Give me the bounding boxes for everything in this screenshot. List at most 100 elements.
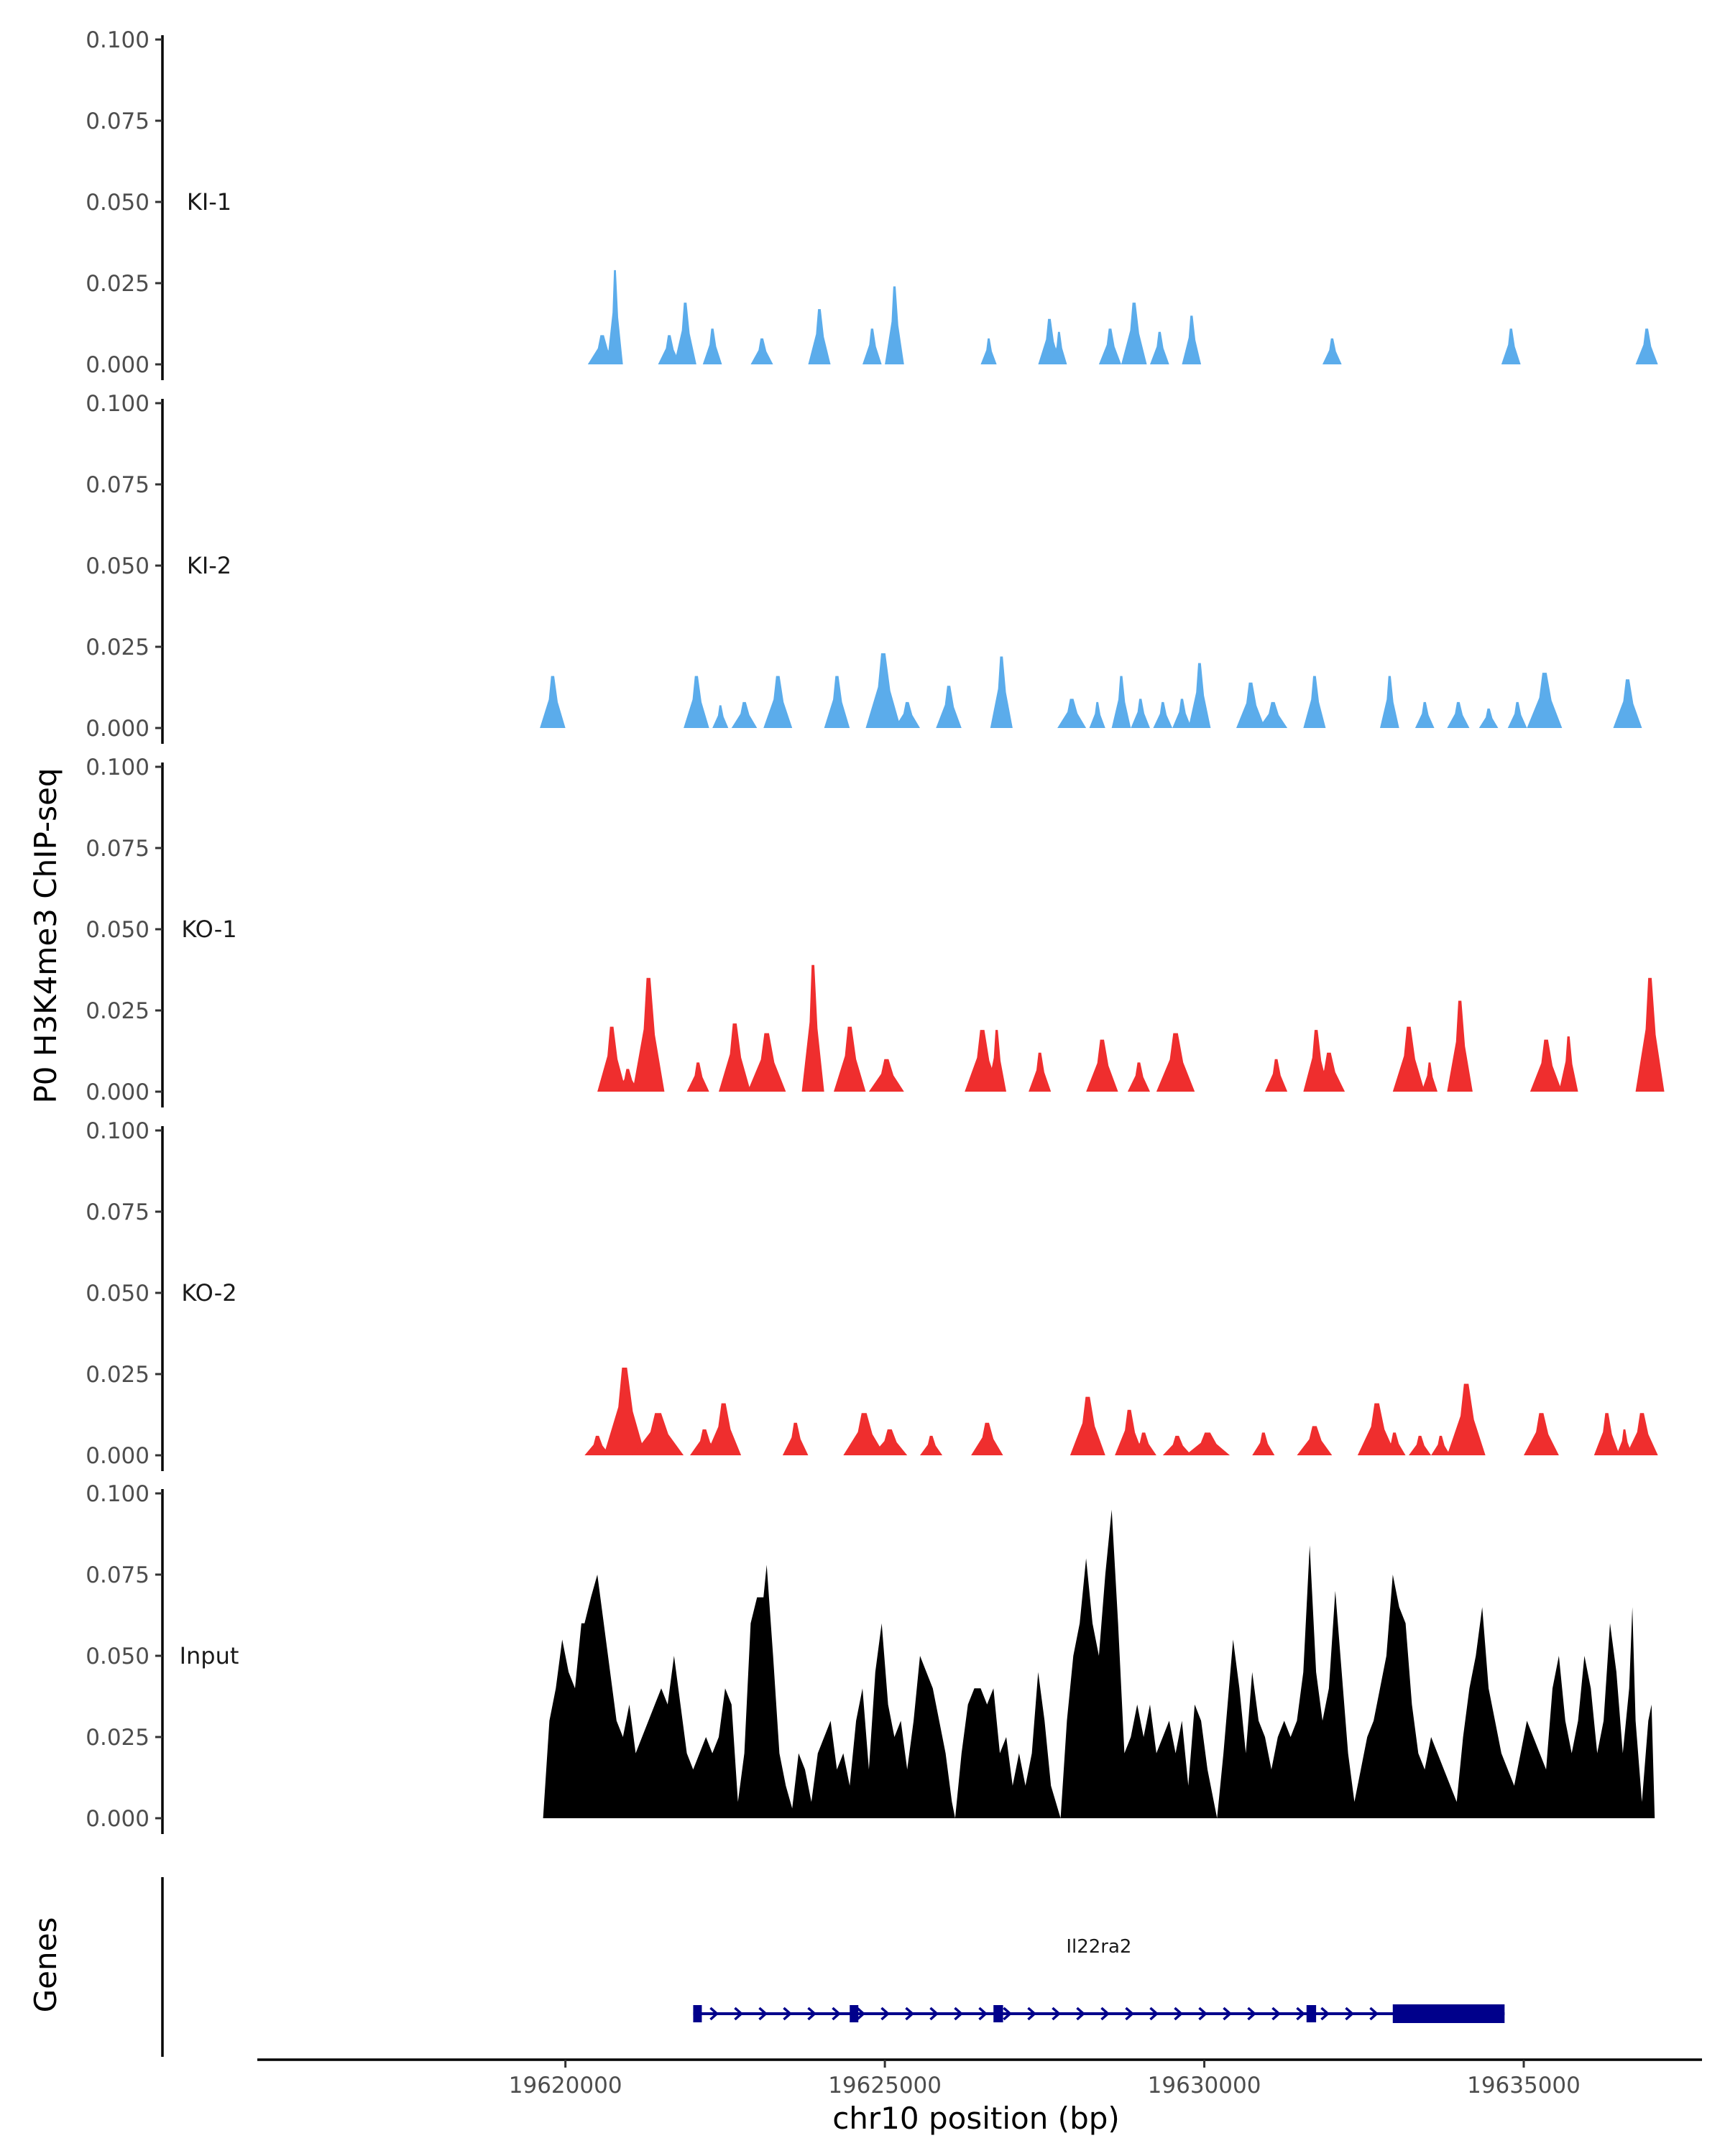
peak: [1409, 1435, 1432, 1455]
y-tick-label: 0.100: [86, 1481, 150, 1507]
peak: [1086, 1039, 1118, 1092]
peak: [1051, 331, 1067, 364]
peak: [1252, 1432, 1275, 1455]
peak: [1447, 1383, 1486, 1455]
strand-arrow: [1149, 2007, 1159, 2021]
x-axis: 19620000 19625000 19630000 19635000: [257, 2058, 1702, 2099]
track-label-ko-1: KO-1: [181, 916, 236, 943]
peak: [894, 701, 920, 728]
strand-arrow: [832, 2007, 842, 2021]
peak: [1414, 701, 1435, 728]
peak: [632, 1413, 684, 1455]
y-tick-label: 0.050: [86, 1281, 150, 1307]
y-tick-label: 0.025: [86, 271, 150, 297]
peak: [1236, 682, 1265, 728]
strand-arrow: [1125, 2007, 1135, 2021]
strand-arrow: [1198, 2007, 1208, 2021]
peak: [616, 1069, 639, 1092]
y-tick-label: 0.050: [86, 1644, 150, 1669]
y-tick-label: 0.000: [86, 1079, 150, 1105]
gene-exon: [693, 2005, 702, 2022]
peak: [1153, 701, 1173, 728]
peak: [1162, 1435, 1192, 1455]
track-label-ki-2: KI-2: [187, 552, 231, 579]
peak: [1558, 1036, 1578, 1092]
y-tick-label: 0.100: [86, 27, 150, 53]
peak: [1312, 1052, 1346, 1092]
strand-arrow: [978, 2007, 988, 2021]
peak: [1613, 679, 1642, 728]
y-tick-label: 0.000: [86, 716, 150, 742]
gene-exon: [993, 2005, 1003, 2022]
peak: [706, 1403, 742, 1455]
peak: [1431, 1435, 1450, 1455]
peak: [868, 1059, 904, 1092]
peak: [1501, 328, 1521, 364]
y-tick-label: 0.100: [86, 755, 150, 780]
peak: [1322, 338, 1342, 364]
strand-arrow: [905, 2007, 915, 2021]
peak: [1524, 1413, 1559, 1455]
peak: [763, 676, 793, 728]
y-tick-label: 0.100: [86, 1118, 150, 1144]
peak: [1303, 676, 1326, 728]
y-tick-label: 0.075: [86, 109, 150, 134]
peak: [1029, 1052, 1052, 1092]
peak: [872, 1429, 908, 1455]
peak: [702, 328, 722, 364]
peak: [1383, 1432, 1406, 1455]
peak: [1478, 708, 1499, 728]
peak: [1507, 701, 1527, 728]
peak: [1156, 1033, 1195, 1092]
peak: [1098, 328, 1121, 364]
y-axis-title: P0 H3K4me3 ChIP-seq: [28, 768, 63, 1103]
peak: [750, 338, 773, 364]
peak: [1635, 328, 1658, 364]
y-tick-label: 0.050: [86, 553, 150, 579]
strand-arrow: [1027, 2007, 1037, 2021]
y-tick-label: 0.075: [86, 472, 150, 498]
y-tick-label: 0.025: [86, 635, 150, 660]
gene-label: Il22ra2: [1066, 1936, 1131, 1958]
track-label-ki-1: KI-1: [187, 188, 231, 216]
peak: [1172, 699, 1192, 728]
y-tick-label: 0.000: [86, 352, 150, 378]
peak: [1421, 1062, 1438, 1092]
peak: [1593, 1413, 1620, 1455]
gene-panel: Il22ra2: [161, 1877, 1505, 2057]
peak: [1616, 1429, 1633, 1455]
peak: [658, 335, 681, 364]
strand-arrow: [1369, 2007, 1379, 2021]
strand-arrow: [807, 2007, 817, 2021]
peak: [1357, 1403, 1397, 1455]
strand-arrow: [758, 2007, 768, 2021]
gene-exon: [1392, 2004, 1505, 2023]
peak: [1184, 1432, 1230, 1455]
strand-arrow: [1271, 2007, 1282, 2021]
peak: [1131, 1432, 1156, 1455]
peak: [1188, 663, 1211, 728]
peak: [540, 676, 566, 728]
strand-arrow: [856, 2007, 866, 2021]
tracks-group: 0.0000.0250.0500.0750.100KI-10.0000.0250…: [86, 27, 1665, 1834]
peak: [1259, 701, 1288, 728]
track-ko-2: 0.000 0.025 0.050 0.075 0.100 KO-2: [86, 1118, 1658, 1471]
strand-arrow: [1223, 2007, 1233, 2021]
peak: [731, 701, 758, 728]
peak: [920, 1435, 943, 1455]
peak: [1447, 1000, 1473, 1092]
x-tick-label: 19625000: [828, 2073, 942, 2099]
peak: [1530, 1039, 1563, 1092]
gene-exon: [1306, 2005, 1317, 2022]
y-tick-label: 0.050: [86, 190, 150, 216]
x-tick-label: 19620000: [509, 2073, 622, 2099]
y-tick-label: 0.000: [86, 1443, 150, 1469]
y-tick-label: 0.025: [86, 1725, 150, 1751]
peak: [1057, 699, 1087, 728]
y-tick-label: 0.075: [86, 836, 150, 862]
x-tick-label: 19630000: [1148, 2073, 1261, 2099]
peak: [607, 270, 623, 364]
track-ki-1: 0.000 0.025 0.050 0.075 0.100 KI-1: [86, 27, 1658, 380]
peak: [1131, 699, 1150, 728]
